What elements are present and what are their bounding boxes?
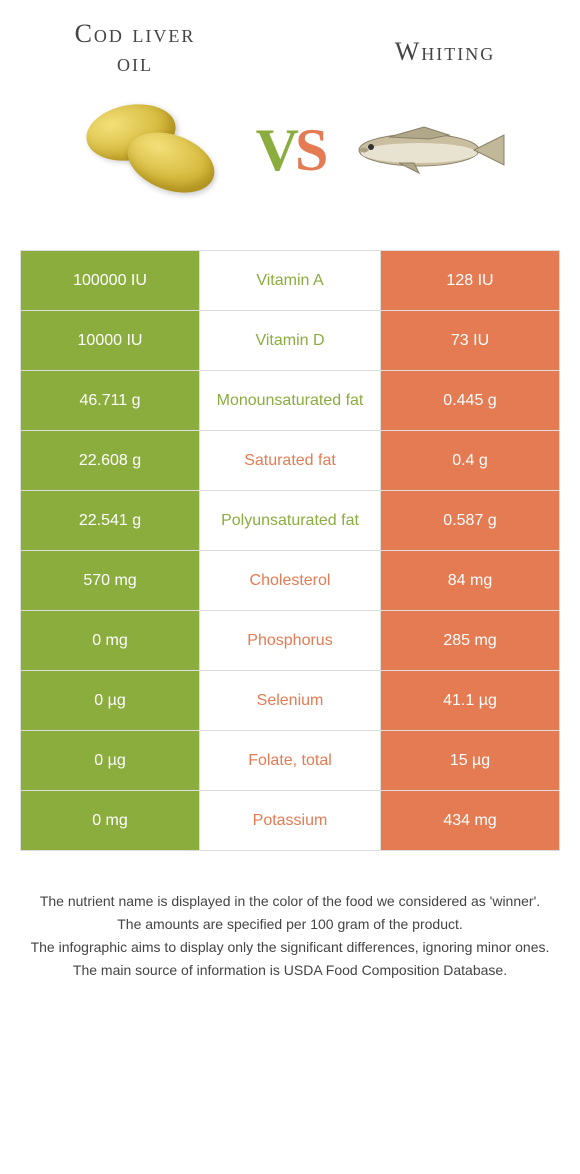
right-value: 84 mg — [380, 551, 560, 610]
fish-icon — [339, 115, 509, 185]
cod-liver-oil-image — [66, 80, 246, 220]
nutrient-name: Selenium — [200, 671, 380, 730]
table-row: 0 µg Folate, total 15 µg — [20, 731, 560, 791]
left-value: 46.711 g — [20, 371, 200, 430]
nutrient-name: Saturated fat — [200, 431, 380, 490]
footnote-line: The amounts are specified per 100 gram o… — [30, 914, 550, 935]
table-row: 0 mg Phosphorus 285 mg — [20, 611, 560, 671]
title-right: Whiting — [290, 20, 560, 67]
right-value: 73 IU — [380, 311, 560, 370]
left-value: 0 mg — [20, 791, 200, 850]
left-value: 22.541 g — [20, 491, 200, 550]
right-value: 128 IU — [380, 251, 560, 310]
nutrient-name: Monounsaturated fat — [200, 371, 380, 430]
left-value: 0 mg — [20, 611, 200, 670]
right-value: 0.445 g — [380, 371, 560, 430]
capsules-icon — [86, 95, 226, 205]
right-value: 434 mg — [380, 791, 560, 850]
footnotes: The nutrient name is displayed in the co… — [0, 851, 580, 981]
right-value: 0.4 g — [380, 431, 560, 490]
nutrient-name: Phosphorus — [200, 611, 380, 670]
footnote-line: The nutrient name is displayed in the co… — [30, 891, 550, 912]
nutrient-name: Vitamin A — [200, 251, 380, 310]
left-value: 100000 IU — [20, 251, 200, 310]
title-left-line1: Cod liver — [75, 19, 196, 48]
nutrient-name: Potassium — [200, 791, 380, 850]
table-row: 46.711 g Monounsaturated fat 0.445 g — [20, 371, 560, 431]
right-value: 285 mg — [380, 611, 560, 670]
footnote-line: The infographic aims to display only the… — [30, 937, 550, 958]
nutrient-name: Polyunsaturated fat — [200, 491, 380, 550]
nutrient-table: 100000 IU Vitamin A 128 IU 10000 IU Vita… — [20, 250, 560, 851]
left-value: 0 µg — [20, 731, 200, 790]
title-left: Cod liver oil — [20, 20, 290, 77]
table-row: 100000 IU Vitamin A 128 IU — [20, 251, 560, 311]
vs-v: V — [256, 117, 295, 183]
table-row: 22.541 g Polyunsaturated fat 0.587 g — [20, 491, 560, 551]
nutrient-name: Folate, total — [200, 731, 380, 790]
right-value: 0.587 g — [380, 491, 560, 550]
table-row: 0 µg Selenium 41.1 µg — [20, 671, 560, 731]
right-value: 41.1 µg — [380, 671, 560, 730]
whiting-image — [334, 80, 514, 220]
images-row: VS — [0, 70, 580, 250]
left-value: 570 mg — [20, 551, 200, 610]
table-row: 0 mg Potassium 434 mg — [20, 791, 560, 851]
table-row: 22.608 g Saturated fat 0.4 g — [20, 431, 560, 491]
left-value: 22.608 g — [20, 431, 200, 490]
vs-label: VS — [256, 116, 325, 185]
vs-s: S — [295, 117, 324, 183]
nutrient-name: Cholesterol — [200, 551, 380, 610]
right-value: 15 µg — [380, 731, 560, 790]
table-row: 10000 IU Vitamin D 73 IU — [20, 311, 560, 371]
header: Cod liver oil Whiting — [0, 0, 580, 70]
left-value: 0 µg — [20, 671, 200, 730]
title-left-line2: oil — [117, 48, 153, 77]
table-row: 570 mg Cholesterol 84 mg — [20, 551, 560, 611]
footnote-line: The main source of information is USDA F… — [30, 960, 550, 981]
nutrient-name: Vitamin D — [200, 311, 380, 370]
left-value: 10000 IU — [20, 311, 200, 370]
